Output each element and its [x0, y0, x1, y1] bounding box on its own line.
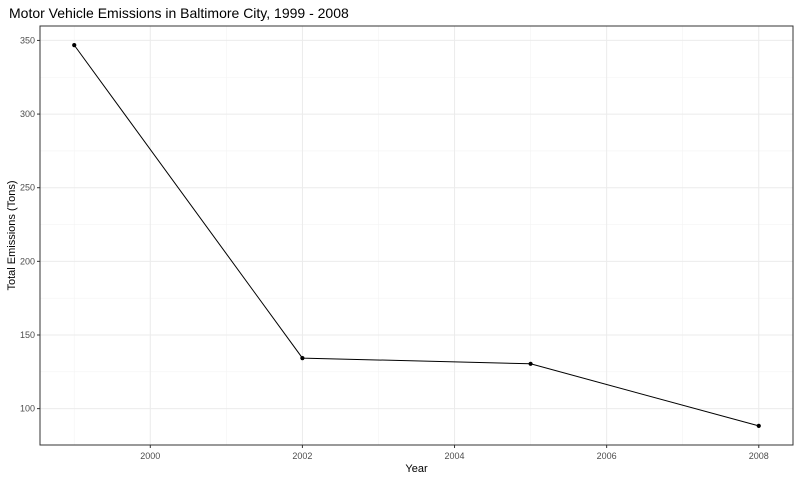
- x-tick-label: 2000: [140, 451, 160, 461]
- x-tick-label: 2002: [292, 451, 312, 461]
- y-tick-label: 200: [20, 256, 35, 266]
- data-point: [300, 355, 305, 361]
- axis-ticks: 2000 2002 2004 2006 2008 100 150 200 250 300 350: [20, 35, 769, 461]
- x-tick-label: 2006: [597, 451, 617, 461]
- series: [72, 43, 761, 428]
- panel-border: [39, 25, 794, 446]
- chart-title: Motor Vehicle Emissions in Baltimore Cit…: [9, 5, 349, 21]
- y-tick-label: 300: [20, 109, 35, 119]
- grid: [40, 26, 793, 445]
- y-tick-label: 250: [20, 183, 35, 193]
- y-axis-title: Total Emissions (Tons): [6, 180, 18, 290]
- x-tick-label: 2008: [749, 451, 769, 461]
- data-point: [72, 43, 77, 48]
- data-point: [528, 361, 533, 366]
- series-line: [73, 44, 759, 427]
- data-point: [756, 423, 761, 428]
- y-tick-label: 150: [20, 330, 35, 340]
- x-axis-title: Year: [405, 463, 428, 475]
- x-tick-label: 2004: [445, 451, 465, 461]
- y-tick-label: 100: [20, 404, 35, 414]
- y-tick-label: 350: [20, 35, 35, 45]
